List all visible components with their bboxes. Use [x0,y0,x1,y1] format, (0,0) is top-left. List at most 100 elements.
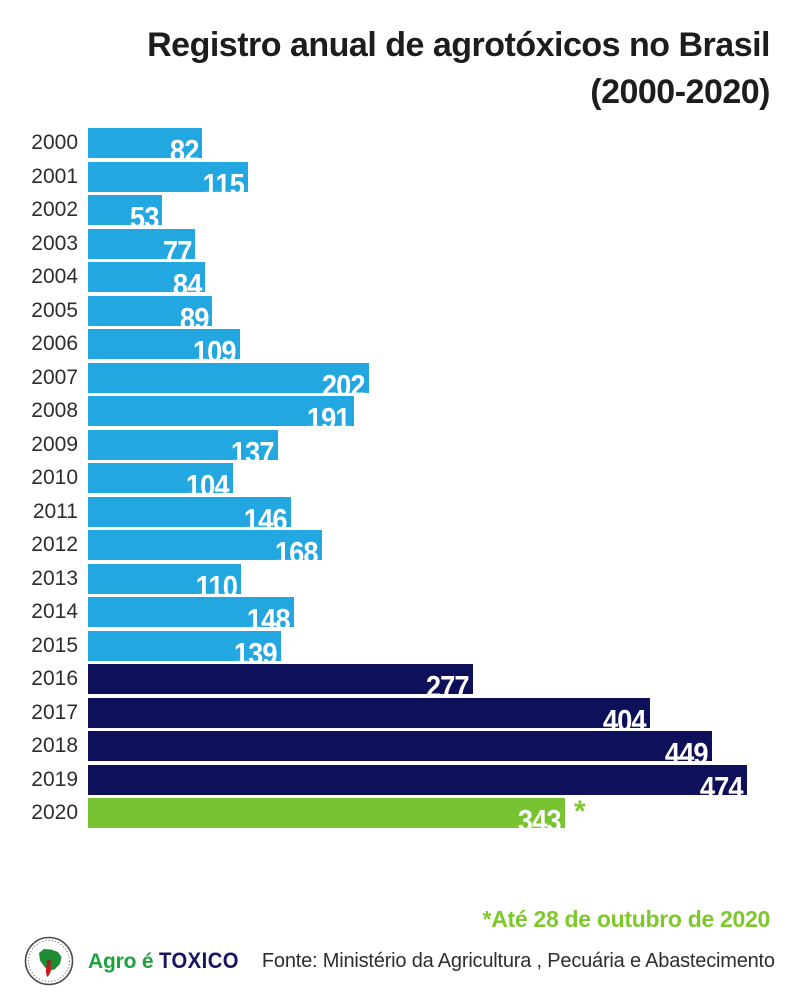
bar-2009: 137 [88,429,278,468]
bar-track: 110 [88,563,800,602]
year-label: 2016 [31,667,78,690]
bar-track: 474 [88,764,800,803]
value-label: 168 [275,535,319,570]
value-label: 110 [195,568,238,604]
value-label: 449 [665,736,709,771]
chart-title-line2: (2000-2020) [590,73,770,111]
bar-row: 2005 89 [0,295,800,334]
year-label: 2000 [31,131,78,154]
bar-track: 191 [88,396,800,434]
bar-2007: 202 [88,362,369,401]
year-label: 2004 [31,265,78,288]
bar-row: 2016 277 [0,664,800,702]
bar-row: 2018 449 [0,731,800,769]
year-label: 2012 [31,533,78,556]
bar-track: 404 [88,697,800,736]
bar-track: 82 [88,128,800,166]
bar-row: 2017 404 [0,697,800,736]
value-label: 191 [307,401,351,436]
bar-2019: 474 [88,764,747,803]
year-label: 2018 [31,734,78,757]
bar-row: 2003 77 [0,228,800,267]
value-label: 404 [603,702,647,738]
bar-track: 53 [88,195,800,233]
year-label: 2015 [31,633,78,657]
year-label: 2005 [31,298,78,322]
bar-track: 104 [88,463,800,501]
year-label: 2017 [31,700,78,724]
bar-track: 109 [88,329,800,367]
bar-2004: 84 [88,262,205,300]
bar-row: 2007 202 [0,362,800,401]
bar-2010: 104 [88,463,233,501]
source-text: Fonte: Ministério da Agricultura , Pecuá… [261,949,775,972]
chart-title-line1: Registro anual de agrotóxicos no Brasil [147,26,770,64]
bar-row: 2008 191 [0,396,800,434]
year-label: 2006 [31,332,78,355]
bar-row: 2001 115 [0,161,800,200]
footnote: *Até 28 de outubro de 2020 [482,906,771,932]
year-label: 2013 [31,566,78,590]
bar-track: 449 [88,731,800,769]
year-label: 2003 [31,231,78,255]
bar-2006: 109 [88,329,240,367]
brand-toxico: TOXICO [158,948,239,973]
bar-2000: 82 [88,128,202,166]
bar-track: 139 [88,630,800,669]
bar-2015: 139 [88,630,281,669]
year-label: 2002 [31,198,78,221]
bar-2017: 404 [88,697,650,736]
annotation-asterisk: * [574,795,586,828]
bar-row: 2004 84 [0,262,800,300]
value-label: 77 [162,233,191,269]
bar-track: 168 [88,530,800,568]
year-label: 2020 [31,801,78,824]
value-label: 148 [247,602,291,637]
year-label: 2019 [31,767,78,791]
bar-row: 2002 53 [0,195,800,233]
year-label: 2010 [31,466,78,489]
bar-2001: 115 [88,161,248,200]
value-label: 474 [700,769,744,805]
bar-row: 2012 168 [0,530,800,568]
bar-row: 2010 104 [0,463,800,501]
bar-2014: 148 [88,597,294,635]
bar-track: 77 [88,228,800,267]
year-label: 2014 [31,600,78,623]
value-label: 139 [234,635,278,671]
bar-chart: 2000 82 2001 115 2002 53 2003 77 2004 84 2005 89 200… [0,128,800,836]
value-label: 115 [202,166,245,202]
year-label: 2009 [31,432,78,456]
bar-row: 2009 137 [0,429,800,468]
bar-track: 146 [88,496,800,535]
year-label: 2001 [31,164,78,188]
value-label: 202 [322,367,366,403]
bar-2005: 89 [88,295,212,334]
bar-2016: 277 [88,664,473,702]
bar-2003: 77 [88,228,195,267]
bar-track: 202 [88,362,800,401]
bar-track: 343 * [88,795,800,836]
year-label: 2011 [32,499,78,523]
value-label: 146 [244,501,288,537]
brand-wordmark: Agro é TOXICO [88,948,246,974]
bar-2013: 110 [88,563,241,602]
bar-track: 89 [88,295,800,334]
bar-row: 2013 110 [0,563,800,602]
bar-track: 277 [88,664,800,702]
year-label: 2007 [31,365,78,389]
value-label: 89 [179,300,208,336]
logo-circular-text [27,939,71,983]
bar-row: 2014 148 [0,597,800,635]
bar-2020: 343 * [88,795,586,836]
bar-2018: 449 [88,731,712,769]
year-label: 2008 [31,399,78,422]
skull-icon [46,959,52,965]
value-label: 84 [172,267,201,302]
bar-2011: 146 [88,496,291,535]
agro-e-toxico-logo [24,936,74,986]
bar-2012: 168 [88,530,322,568]
bar-2002: 53 [88,195,162,233]
bar-2008: 191 [88,396,354,434]
